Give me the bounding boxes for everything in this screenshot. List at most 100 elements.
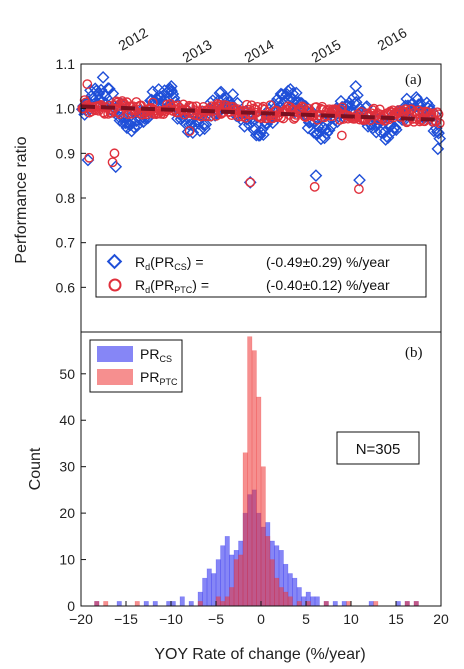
panel-b-annotation: N=305 xyxy=(336,431,420,465)
cs-point xyxy=(351,88,364,102)
legend-prcs-sub: CS xyxy=(159,354,172,364)
prptc-bar xyxy=(373,601,379,607)
prptc-bar xyxy=(220,601,226,607)
cs-point xyxy=(109,160,123,174)
ptc-point xyxy=(111,96,122,107)
cs-point xyxy=(226,88,240,101)
trend-line xyxy=(80,104,442,122)
b-xtick-label: −15 xyxy=(114,611,138,627)
prcs-bar xyxy=(206,568,212,607)
ptc-point xyxy=(353,184,364,194)
b-xtick-label: 20 xyxy=(433,611,449,627)
prcs-bar xyxy=(116,601,122,607)
legend-ptc-label: Rd(PRPTC) = xyxy=(135,277,209,295)
ptc-point xyxy=(107,157,118,168)
prptc-bar xyxy=(305,601,311,607)
cs-point xyxy=(433,132,447,146)
panel-a-ylabel: Performance ratio xyxy=(13,136,30,263)
prcs-bar xyxy=(368,601,374,607)
legend-cs-symbol: R xyxy=(135,254,145,270)
b-ytick-label: 30 xyxy=(59,459,75,475)
prptc-bar xyxy=(134,601,140,607)
b-xtick-label: −20 xyxy=(69,611,93,627)
cs-point xyxy=(193,124,207,137)
prptc-bar xyxy=(251,350,257,607)
panel-b-label: (b) xyxy=(405,345,423,361)
legend-cs-close: ) = xyxy=(187,254,204,270)
prptc-bar xyxy=(242,452,248,607)
prcs-bar xyxy=(202,577,208,607)
prptc-bar xyxy=(287,596,293,607)
top-tick-2014: 2014 xyxy=(242,36,277,66)
a-ytick-label: 1.0 xyxy=(56,101,76,117)
prcs-bar xyxy=(310,596,316,607)
legend-cs-marker xyxy=(106,253,123,270)
b-xtick-label: −10 xyxy=(159,611,183,627)
legend-ptc-open: (PR xyxy=(150,277,174,293)
a-ytick-label: 0.8 xyxy=(56,190,76,206)
prptc-bar xyxy=(215,596,221,607)
b-ytick-label: 40 xyxy=(59,412,75,428)
prptc-bar xyxy=(197,601,203,607)
prcs-bar xyxy=(301,596,307,607)
ptc-point xyxy=(336,130,347,141)
prcs-bar xyxy=(220,545,226,607)
prptc-bar xyxy=(260,466,266,607)
panel-a-marks xyxy=(75,71,447,194)
b-xtick-label: 0 xyxy=(257,611,265,627)
ptc-point xyxy=(112,97,123,108)
prcs-bar xyxy=(170,601,176,607)
prcs-bar xyxy=(314,596,320,607)
prptc-bar xyxy=(346,601,352,607)
cs-point xyxy=(256,128,270,142)
prcs-bar xyxy=(395,601,401,607)
prptc-bar xyxy=(296,601,302,607)
cs-point xyxy=(214,85,228,99)
panel-b-xlabel: YOY Rate of change (%/year) xyxy=(154,646,365,663)
cs-point xyxy=(388,121,402,134)
b-xtick-label: −5 xyxy=(208,611,224,627)
panel-a-legend-box xyxy=(95,244,427,298)
prptc-bar xyxy=(265,536,271,607)
prptc-bar xyxy=(283,591,289,607)
cs-point xyxy=(96,71,110,84)
ptc-point xyxy=(414,116,425,127)
legend-prcs-swatch xyxy=(97,346,133,362)
legend-prcs-name: PR xyxy=(140,346,159,362)
ptc-point xyxy=(84,152,95,163)
prptc-bar xyxy=(233,559,239,607)
panel-a-label: (a) xyxy=(405,72,422,88)
prptc-bar xyxy=(413,601,419,607)
ptc-point xyxy=(109,148,120,159)
cs-point xyxy=(106,87,120,100)
b-xtick-label: 5 xyxy=(302,611,310,627)
cs-point xyxy=(199,118,213,131)
cs-point xyxy=(286,87,300,101)
prcs-bar xyxy=(152,601,158,607)
legend-prptc-name: PR xyxy=(140,369,159,385)
prptc-bar xyxy=(274,577,280,607)
prcs-bar xyxy=(224,536,230,607)
legend-cs-sub: CS xyxy=(174,262,187,272)
panel-a-top-ticks: 2012 2013 2014 2015 2016 xyxy=(116,24,410,66)
cs-point xyxy=(318,131,331,145)
top-tick-2016: 2016 xyxy=(375,24,410,54)
prcs-bar xyxy=(179,596,185,607)
prptc-bar xyxy=(269,559,275,607)
prcs-bar xyxy=(166,601,172,607)
panel-b-frame xyxy=(80,331,442,607)
cs-point xyxy=(249,128,263,142)
panel-a: 2012 2013 2014 2015 2016 0.6 0.7 0.8 0.9 1.0… xyxy=(13,24,447,333)
cs-point xyxy=(322,123,336,137)
b-ytick-label: 0 xyxy=(67,598,75,614)
prcs-bar xyxy=(332,601,338,607)
prptc-bar xyxy=(247,336,253,607)
ptc-point xyxy=(210,101,221,112)
ptc-point xyxy=(331,105,342,116)
prptc-bar xyxy=(404,601,410,607)
cs-point xyxy=(431,142,445,156)
cs-point xyxy=(353,173,366,187)
panel-a-legend: Rd(PRCS) = (-0.49±0.29) %/year Rd(PRPTC)… xyxy=(95,244,427,298)
prcs-bar xyxy=(143,601,149,607)
